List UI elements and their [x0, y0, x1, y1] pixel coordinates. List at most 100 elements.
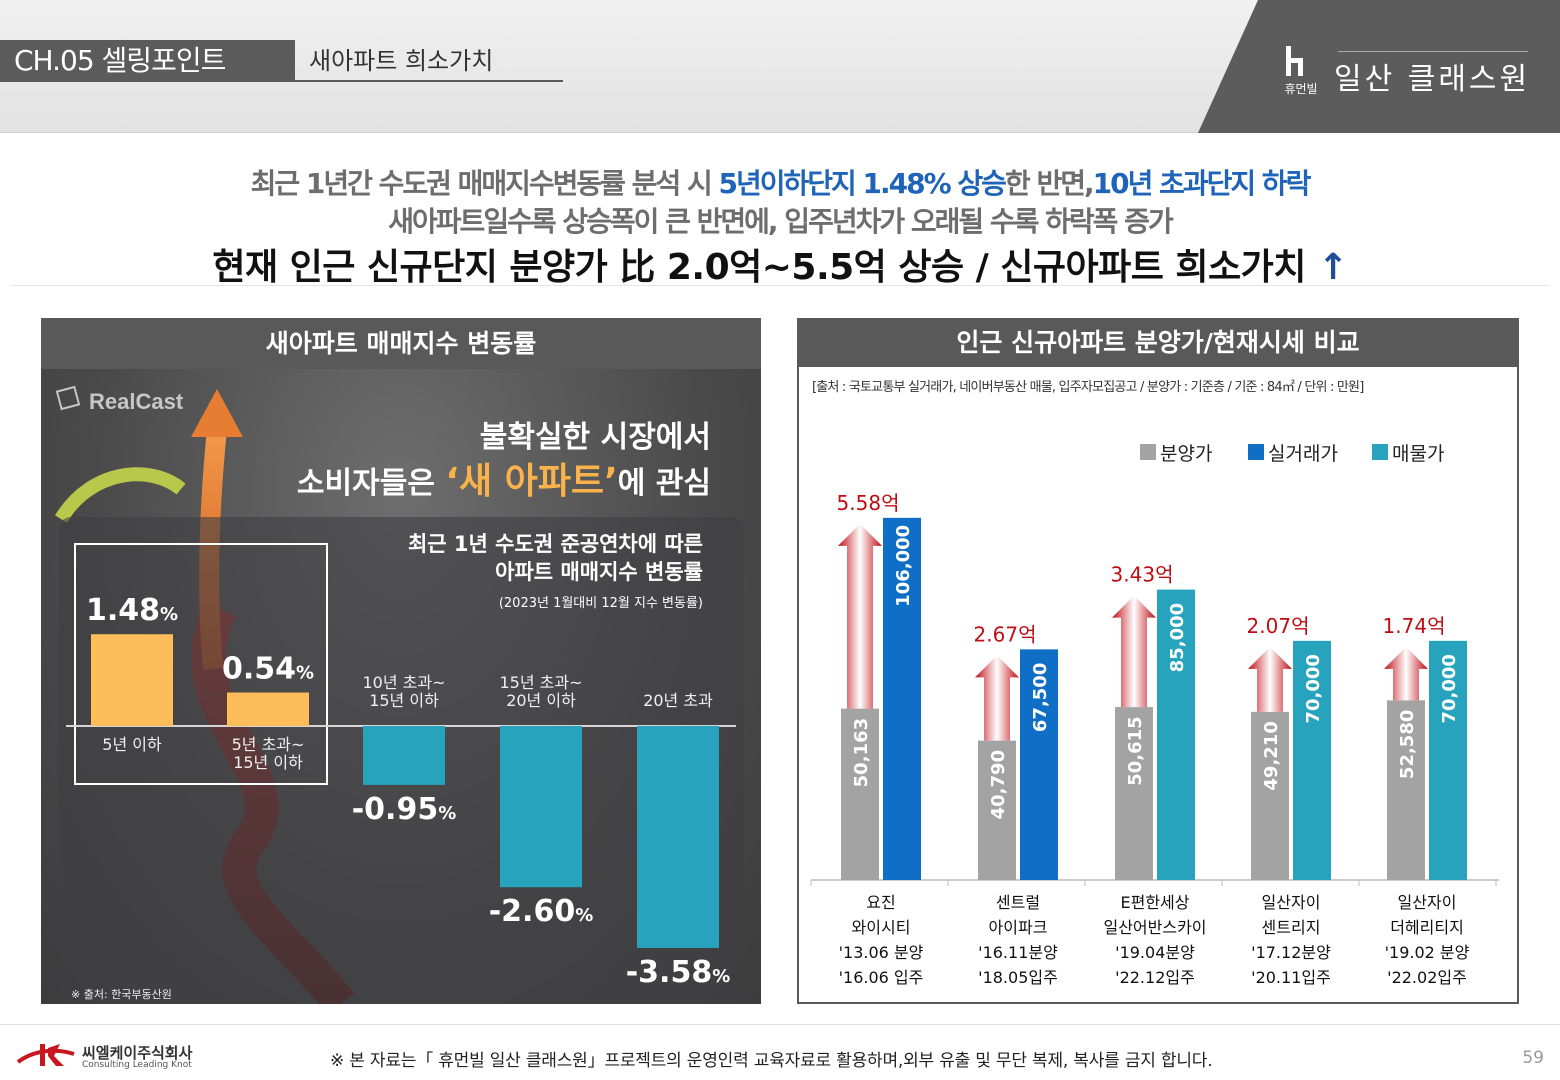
up-arrow-icon: ↑	[1317, 247, 1348, 288]
presale-price-label: 50,163	[851, 718, 872, 787]
brand-block: 휴먼빌 일산 클래스원	[1198, 0, 1560, 133]
headline-line1-mid: 한 반면,	[1004, 167, 1095, 200]
price-increase-label: 2.67억	[974, 622, 1037, 646]
left-chart-svg: RealCast 불확실한 시장에서 소비자들은 ‘새 아파트’에 관심 최근 …	[55, 385, 744, 1004]
current-price-label: 85,000	[1167, 603, 1188, 672]
headline-line1-text: 최근 1년간 수도권 매매지수변동률 분석 시	[250, 167, 719, 200]
apartment-label-line: '16.11분양	[978, 943, 1058, 962]
legend-swatch-transaction	[1248, 444, 1264, 460]
legend-item-listing: 매물가	[1372, 440, 1445, 465]
callout-line1: 불확실한 시장에서	[480, 420, 711, 455]
apartment-label-line: '18.05입주	[978, 968, 1058, 987]
apartment-label-line: '16.06 입주	[839, 968, 924, 987]
presale-price-label: 49,210	[1261, 721, 1282, 790]
apartment-label-line: '20.11입주	[1251, 968, 1331, 987]
apartment-label-line: 더헤리티지	[1390, 918, 1464, 937]
presale-price-bar	[1115, 707, 1153, 880]
category-label: 5년 이하	[102, 735, 162, 754]
legend-label-listing: 매물가	[1392, 442, 1445, 465]
current-price-bar	[883, 517, 921, 880]
price-increase-label: 5.58억	[837, 491, 900, 515]
apartment-label-line: 아이파크	[989, 918, 1048, 937]
apartment-label-line: '19.04분양	[1115, 943, 1195, 962]
new-apartments-highlight-box	[74, 543, 328, 785]
category-label: 5년 초과~	[232, 735, 305, 754]
change-rate-bar	[363, 726, 445, 785]
company-logo-icon	[16, 1044, 75, 1066]
presale-price-label: 40,790	[988, 750, 1009, 819]
brand-logo-text: 휴먼빌	[1284, 82, 1318, 96]
apartment-label-line: '19.02 분양	[1385, 943, 1470, 962]
legend-item-presale: 분양가	[1140, 440, 1213, 465]
page-number: 59	[1522, 1048, 1544, 1068]
headline-divider	[10, 285, 1550, 286]
category-label: 10년 초과~	[362, 673, 445, 692]
company-name-en: Consulting Leading Knot	[82, 1060, 192, 1070]
left-source-text: ※ 출처: 한국부동산원	[71, 988, 172, 1001]
change-rate-bar	[91, 634, 173, 726]
realcast-text: RealCast	[89, 389, 184, 414]
page-header: CH.05 셀링포인트 새아파트 희소가치 휴먼빌 일산 클래스원	[0, 0, 1560, 133]
price-increase-label: 2.07억	[1247, 614, 1310, 638]
price-increase-arrow	[838, 523, 882, 709]
right-panel-title: 인근 신규아파트 분양가/현재시세 비교	[797, 318, 1519, 367]
category-label: 20년 초과	[643, 691, 713, 710]
section-subtitle: 새아파트 희소가치	[295, 40, 563, 82]
headline-line2: 새아파트일수록 상승폭이 큰 반면에, 입주년차가 오래될 수록 하락폭 증가	[388, 205, 1173, 238]
left-panel-chart: RealCast 불확실한 시장에서 소비자들은 ‘새 아파트’에 관심 최근 …	[41, 369, 761, 1004]
change-rate-label: 0.54%	[222, 652, 314, 687]
current-price-bar	[1429, 640, 1467, 880]
apartment-label-line: '22.02입주	[1387, 968, 1467, 987]
legend-label-presale: 분양가	[1160, 442, 1213, 465]
orange-arrow-head	[191, 389, 243, 437]
current-price-bar	[1293, 640, 1331, 880]
headline-highlight-new: 5년이하단지 1.48% 상승	[718, 167, 1006, 200]
headline-highlight-old: 10년 초과단지 하락	[1092, 167, 1312, 200]
change-rate-bar	[637, 726, 719, 948]
brand-name: 일산 클래스원	[1334, 62, 1531, 97]
right-panel-source: [출처 : 국토교통부 실거래가, 네이버부동산 매물, 입주자모집공고 / 분…	[812, 380, 1364, 395]
current-price-bar	[1020, 649, 1058, 880]
brand-logo-icon	[1286, 46, 1303, 76]
presale-price-bar	[978, 740, 1016, 880]
presale-price-bar	[1251, 711, 1289, 880]
company-name: 씨엘케이주식회사	[82, 1044, 193, 1062]
apartment-label-line: '17.12분양	[1251, 943, 1331, 962]
current-price-label: 106,000	[893, 525, 914, 607]
price-increase-arrow	[975, 655, 1019, 741]
current-price-label: 67,500	[1030, 663, 1051, 732]
price-increase-arrow	[1384, 646, 1428, 701]
headline-main-text: 현재 인근 신규단지 분양가 比 2.0억~5.5억 상승 / 신규아파트 희소…	[212, 247, 1306, 288]
presale-price-bar	[1387, 700, 1425, 880]
current-price-label: 70,000	[1303, 654, 1324, 723]
change-rate-bar	[227, 692, 309, 726]
change-rate-bar	[500, 726, 582, 888]
category-label: 20년 이하	[506, 691, 576, 710]
category-label: 15년 초과~	[499, 673, 582, 692]
apartment-label-line: 센트럴	[996, 893, 1040, 912]
headline-line1: 최근 1년간 수도권 매매지수변동률 분석 시 5년이하단지 1.48% 상승한…	[0, 162, 1560, 202]
category-label: 15년 이하	[233, 753, 303, 772]
apartment-label-line: 와이시티	[852, 918, 911, 937]
category-label: 15년 이하	[369, 691, 439, 710]
change-rate-label: -3.58%	[626, 955, 731, 990]
current-price-bar	[1157, 589, 1195, 880]
legend-swatch-presale	[1140, 444, 1156, 460]
footer-divider	[0, 1024, 1560, 1025]
presale-price-bar	[841, 708, 879, 880]
apartment-label-line: 요진	[866, 893, 895, 912]
apartment-label-line: 일산자이	[1398, 893, 1457, 912]
price-increase-label: 1.74억	[1383, 614, 1446, 638]
price-increase-arrow	[1112, 595, 1156, 708]
legend-swatch-listing	[1372, 444, 1388, 460]
footer-notice: ※ 본 자료는「 휴먼빌 일산 클래스원」프로젝트의 운영인력 교육자료로 활용…	[330, 1051, 1213, 1071]
left-panel-title: 새아파트 매매지수 변동률	[41, 318, 761, 369]
presale-price-label: 50,615	[1125, 716, 1146, 785]
apartment-label-line: 센트리지	[1262, 918, 1321, 937]
brand-tagline-rule	[1338, 42, 1528, 52]
price-increase-arrow	[1248, 646, 1292, 712]
callout-line2: 소비자들은 ‘새 아파트’에 관심	[297, 461, 711, 502]
legend-item-transaction: 실거래가	[1248, 440, 1338, 465]
green-swoosh	[55, 467, 186, 523]
